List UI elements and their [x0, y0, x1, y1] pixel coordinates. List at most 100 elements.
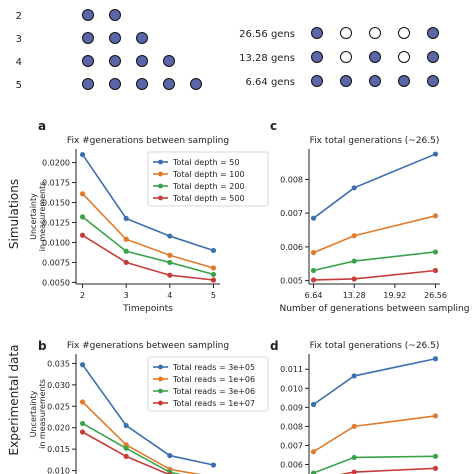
row-label-simulations: Simulations — [7, 179, 21, 249]
plot-area — [310, 356, 439, 474]
legend-marker — [158, 171, 163, 177]
data-point — [210, 271, 217, 278]
y-tick-label: 0.0075 — [42, 258, 70, 267]
data-point — [167, 272, 173, 278]
data-point — [167, 452, 173, 459]
data-point — [79, 214, 86, 220]
legend-label: Total reads = 3e+05 — [172, 363, 255, 372]
y-tick-label: 0.006 — [280, 243, 303, 252]
y-tick-label: 0.030 — [47, 381, 70, 390]
chart-title: Fix total generations (~26.5) — [310, 341, 440, 351]
data-point — [351, 258, 357, 264]
chart-panel-b: b Fix #generations between sampling 0.010 0… — [29, 339, 269, 474]
data-point — [123, 215, 129, 222]
sample-dot — [136, 78, 148, 90]
legend-label: Total reads = 1e+06 — [172, 375, 255, 384]
legend-box — [147, 151, 269, 207]
x-axis-label: Timepoints — [122, 304, 173, 314]
sample-dot — [369, 51, 381, 63]
sample-dot — [109, 78, 121, 90]
sample-dot — [82, 55, 94, 67]
sample-dot — [109, 55, 121, 67]
sample-dot — [82, 32, 94, 44]
data-point — [123, 422, 129, 429]
series-line — [313, 251, 436, 272]
panel-letter: c — [270, 119, 277, 133]
data-point — [432, 356, 439, 362]
sample-dot — [311, 27, 323, 39]
data-point — [351, 454, 357, 461]
y-tick-label: 0.025 — [47, 402, 70, 411]
legend-label: Total depth = 500 — [172, 194, 245, 203]
sample-dot — [398, 75, 410, 87]
y-tick-label: 0.020 — [47, 424, 70, 433]
plot-area — [310, 151, 439, 283]
data-point — [123, 248, 129, 254]
data-point — [351, 185, 357, 191]
chart-title: Fix #generations between sampling — [67, 136, 229, 146]
data-point — [79, 232, 86, 238]
y-tick-label: 0.0175 — [42, 179, 70, 188]
series-line — [82, 431, 170, 474]
legend-label: Total depth = 200 — [172, 182, 245, 191]
sample-dot — [136, 55, 148, 67]
y-tick-label: 0.035 — [47, 359, 70, 368]
panel-letter: a — [38, 119, 46, 133]
chart-panel-a: a Fix #generations between sampling 0.0050… — [29, 119, 269, 314]
y-axis-label: in measurements — [38, 182, 47, 252]
sampling-schematic: 2 3 4 5 26.56 gens 13.28 gens 6.64 gens — [16, 9, 439, 91]
y-tick-label: 0.007 — [280, 441, 303, 450]
data-point — [432, 151, 439, 157]
sample-dot — [369, 75, 381, 87]
sample-dot — [340, 75, 352, 87]
sample-dot — [82, 9, 94, 21]
row-label: 26.56 gens — [239, 29, 295, 40]
y-axis-label: Uncertainty — [29, 193, 38, 240]
data-point — [432, 413, 439, 419]
data-point — [310, 401, 317, 408]
series-line — [81, 193, 214, 269]
data-point — [432, 249, 439, 255]
sample-dot — [427, 51, 439, 63]
data-point — [79, 151, 86, 158]
data-point — [79, 420, 86, 427]
data-point — [210, 247, 217, 254]
sample-dot — [427, 27, 439, 39]
x-tick-label: 3 — [124, 291, 129, 300]
data-point — [351, 423, 357, 429]
data-point — [351, 469, 357, 474]
data-point — [351, 233, 357, 239]
legend-marker — [158, 195, 163, 201]
sample-dot — [136, 32, 148, 44]
data-point — [167, 252, 173, 258]
legend-marker — [158, 400, 163, 406]
data-point — [123, 445, 129, 451]
x-tick-label: 19.92 — [383, 291, 406, 300]
row-label: 6.64 gens — [246, 77, 296, 88]
panel-letter: d — [270, 339, 279, 353]
y-axis-label: in measurements — [38, 379, 47, 449]
data-point — [123, 453, 129, 460]
legend-marker — [158, 376, 163, 382]
series-line — [339, 467, 436, 474]
y-tick-label: 0.008 — [280, 422, 303, 431]
data-point — [210, 265, 217, 271]
skipped-dot — [398, 27, 410, 39]
series-line — [82, 234, 214, 281]
y-tick-label: 0.0200 — [42, 159, 70, 168]
data-point — [210, 277, 217, 283]
legend-marker — [158, 364, 163, 370]
legend-label: Total reads = 1e+07 — [172, 399, 255, 408]
data-point — [310, 449, 317, 455]
skipped-dot — [398, 51, 410, 63]
sample-dot — [109, 32, 121, 44]
row-label: 3 — [16, 34, 22, 45]
sample-dot — [311, 75, 323, 87]
chart-title: Fix total generations (~26.5) — [310, 136, 440, 146]
legend-label: Total depth = 100 — [172, 170, 245, 179]
series-line — [81, 364, 214, 466]
data-point — [167, 233, 173, 239]
y-tick-label: 0.0050 — [42, 278, 70, 287]
data-point — [432, 267, 439, 274]
plot-area — [79, 151, 217, 283]
